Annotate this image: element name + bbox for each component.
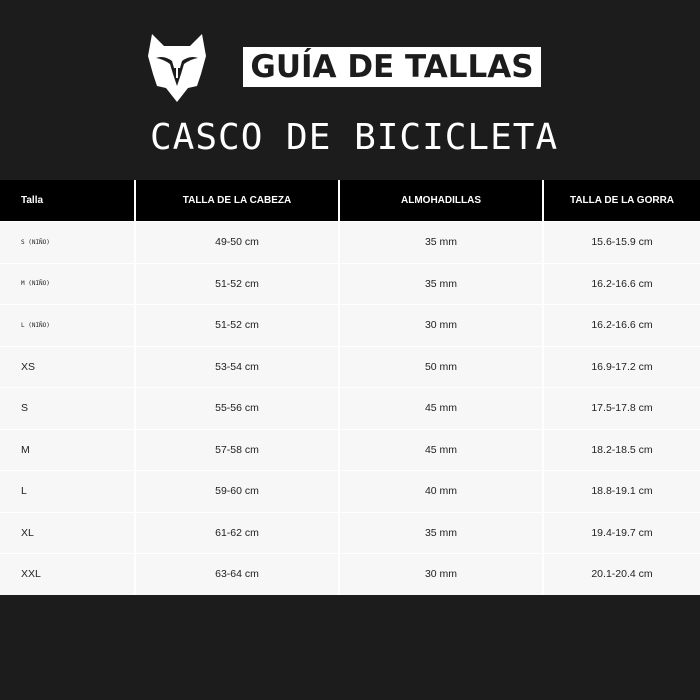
size-cell: S (NIÑO) — [0, 221, 135, 263]
fox-head-logo-icon — [148, 34, 206, 102]
head-size-cell: 61-62 cm — [134, 511, 339, 554]
cap-size-cell: 19.4-19.7 cm — [542, 511, 700, 554]
size-guide-badge: GUÍA DE TALLAS — [243, 47, 541, 87]
pads-cell: 35 mm — [338, 221, 543, 263]
table-row: M (NIÑO) 51-52 cm 35 mm 16.2-16.6 cm — [0, 262, 700, 305]
pads-cell: 45 mm — [338, 428, 543, 471]
product-title: CASCO DE BICICLETA — [150, 117, 559, 158]
size-table: Talla TALLA DE LA CABEZA ALMOHADILLAS TA… — [0, 180, 700, 595]
head-size-cell: 55-56 cm — [134, 387, 339, 429]
size-cell: XXL — [0, 553, 135, 595]
pads-cell: 35 mm — [338, 262, 543, 305]
cap-size-cell: 17.5-17.8 cm — [542, 387, 700, 429]
size-cell: L (NIÑO) — [0, 304, 135, 346]
head-size-cell: 51-52 cm — [134, 262, 339, 305]
table-row: L (NIÑO) 51-52 cm 30 mm 16.2-16.6 cm — [0, 304, 700, 346]
pads-cell: 45 mm — [338, 387, 543, 429]
column-header-cap-size: TALLA DE LA GORRA — [542, 180, 700, 222]
head-size-cell: 63-64 cm — [134, 553, 339, 595]
cap-size-cell: 16.9-17.2 cm — [542, 345, 700, 388]
size-cell: L — [0, 470, 135, 512]
cap-size-cell: 16.2-16.6 cm — [542, 262, 700, 305]
cap-size-cell: 18.2-18.5 cm — [542, 428, 700, 471]
pads-cell: 40 mm — [338, 470, 543, 512]
table-row: XL 61-62 cm 35 mm 19.4-19.7 cm — [0, 511, 700, 554]
column-header-size: Talla — [0, 180, 136, 222]
size-cell: S — [0, 387, 135, 429]
head-size-cell: 59-60 cm — [134, 470, 339, 512]
table-row: L 59-60 cm 40 mm 18.8-19.1 cm — [0, 470, 700, 512]
cap-size-cell: 18.8-19.1 cm — [542, 470, 700, 512]
table-row: XS 53-54 cm 50 mm 16.9-17.2 cm — [0, 345, 700, 388]
table-row: XXL 63-64 cm 30 mm 20.1-20.4 cm — [0, 553, 700, 595]
head-size-cell: 53-54 cm — [134, 345, 339, 388]
cap-size-cell: 20.1-20.4 cm — [542, 553, 700, 595]
column-header-head-size: TALLA DE LA CABEZA — [134, 180, 340, 222]
size-cell: XL — [0, 511, 135, 554]
pads-cell: 30 mm — [338, 553, 543, 595]
pads-cell: 50 mm — [338, 345, 543, 388]
size-cell: M (NIÑO) — [0, 262, 135, 305]
table-header-row: Talla TALLA DE LA CABEZA ALMOHADILLAS TA… — [0, 180, 700, 222]
size-cell: M — [0, 428, 135, 471]
pads-cell: 35 mm — [338, 511, 543, 554]
size-cell: XS — [0, 345, 135, 388]
table-row: S 55-56 cm 45 mm 17.5-17.8 cm — [0, 387, 700, 429]
head-size-cell: 49-50 cm — [134, 221, 339, 263]
pads-cell: 30 mm — [338, 304, 543, 346]
cap-size-cell: 15.6-15.9 cm — [542, 221, 700, 263]
cap-size-cell: 16.2-16.6 cm — [542, 304, 700, 346]
column-header-pads: ALMOHADILLAS — [338, 180, 544, 222]
head-size-cell: 57-58 cm — [134, 428, 339, 471]
head-size-cell: 51-52 cm — [134, 304, 339, 346]
table-row: S (NIÑO) 49-50 cm 35 mm 15.6-15.9 cm — [0, 221, 700, 263]
table-row: M 57-58 cm 45 mm 18.2-18.5 cm — [0, 428, 700, 471]
